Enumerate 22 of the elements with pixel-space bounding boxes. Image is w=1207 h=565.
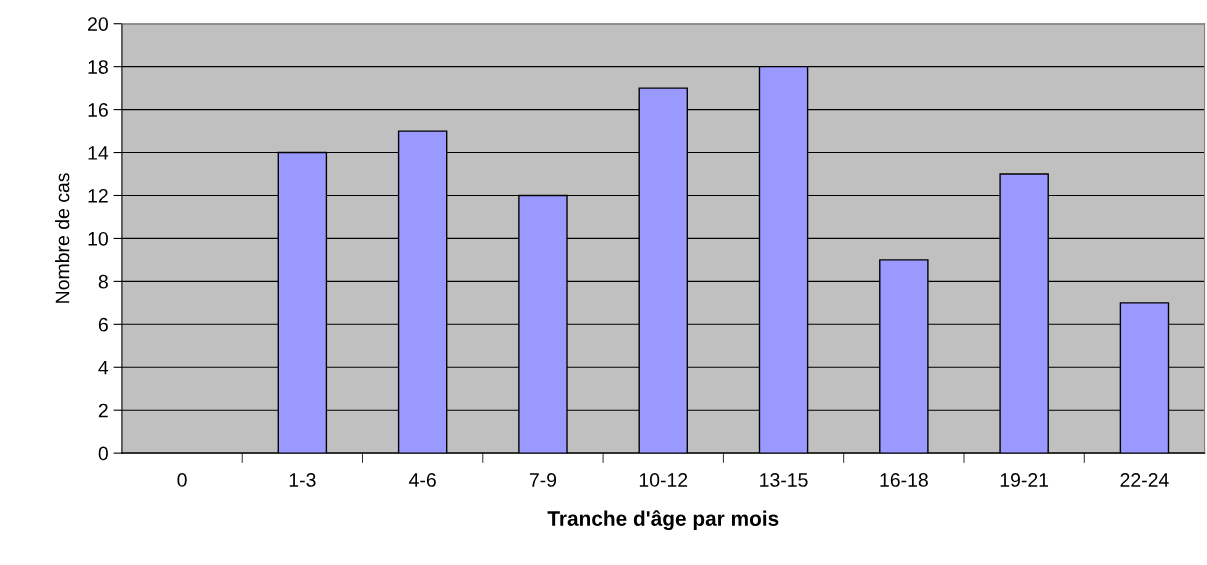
y-axis-title: Nombre de cas — [55, 173, 70, 303]
y-tick-label: 18 — [88, 60, 108, 74]
x-tick-label: 7-9 — [529, 473, 557, 487]
y-tick-label: 0 — [98, 446, 108, 461]
x-tick-label: 22-24 — [1120, 473, 1169, 487]
y-tick-label: 14 — [88, 146, 109, 160]
x-tick-label: 4-6 — [409, 473, 436, 487]
y-tick-label: 10 — [88, 231, 108, 246]
y-tick-label: 8 — [98, 274, 108, 289]
x-tick-label: 16-18 — [880, 473, 928, 487]
x-tick-label: 0 — [177, 473, 187, 487]
x-tick-label: 13-15 — [760, 473, 808, 487]
x-axis-title: Tranche d'âge par mois — [547, 510, 779, 531]
y-tick-label: 6 — [98, 317, 108, 332]
x-tick-label: 1-3 — [289, 473, 316, 487]
x-tick-label: 10-12 — [639, 473, 688, 487]
y-tick-label: 4 — [98, 360, 109, 375]
y-tick-label: 20 — [88, 17, 108, 31]
y-tick-label: 12 — [88, 188, 108, 203]
y-tick-label: 2 — [98, 403, 108, 418]
x-tick-label: 19-21 — [1000, 473, 1049, 487]
y-tick-label: 16 — [88, 103, 108, 117]
